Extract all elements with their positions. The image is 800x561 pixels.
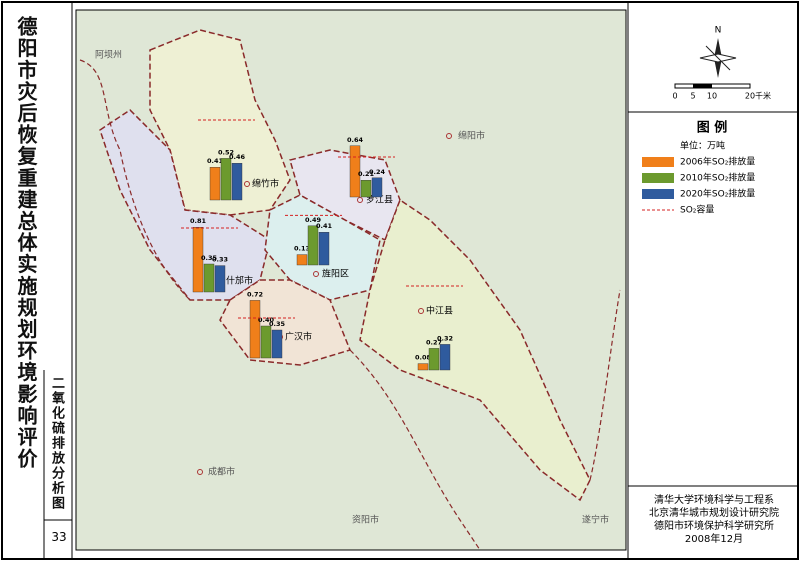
bar [307, 225, 319, 266]
value-label: 0.49 [305, 216, 322, 224]
legend-label: 2006年SO₂排放量 [680, 156, 755, 168]
boundary [79, 59, 191, 301]
legend-swatch [642, 157, 674, 167]
county-label: 罗江县 [366, 195, 393, 206]
title: 德阳市灾后恢复重建总体实施规划环境影响评价 [14, 16, 38, 470]
value-label: 0.13 [294, 245, 310, 253]
bar [371, 177, 383, 198]
value-label: 0.41 [207, 157, 224, 165]
county-label: 中江县 [426, 305, 453, 317]
value-label: 0.81 [190, 217, 207, 225]
legend-label: SO₂容量 [680, 204, 714, 216]
boundary [589, 289, 621, 481]
county-label: 什邡市 [226, 275, 253, 287]
legend-unit: 单位：万吨 [680, 140, 725, 152]
value-label: 0.40 [258, 316, 275, 324]
bar [318, 231, 330, 266]
neighbor-label: 绵阳市 [458, 130, 485, 142]
scale-bar [674, 83, 751, 89]
neighbor-label: 阿坝州 [95, 50, 122, 61]
page-number: 33 [51, 530, 67, 544]
north-label: N [715, 26, 722, 36]
neighbor-label: 成都市 [208, 466, 235, 478]
boundary [349, 349, 481, 551]
bar [220, 158, 232, 201]
value-label: 0.64 [347, 136, 364, 144]
bar [231, 162, 243, 201]
scale-label: 0 [672, 92, 677, 101]
value-label: 0.41 [316, 222, 333, 230]
bar [349, 145, 361, 198]
value-label: 0.08 [415, 354, 432, 362]
bar [203, 263, 215, 293]
bar [428, 348, 440, 371]
credits: 清华大学环境科学与工程系 北京清华城市规划设计研究院 德阳市环境保护科学研究所 … [630, 494, 798, 546]
neighbor-label: 资阳市 [352, 514, 379, 526]
neighbor-label: 遂宁市 [582, 514, 609, 526]
legend-title: 图 例 [697, 120, 728, 136]
value-label: 0.72 [247, 290, 263, 298]
scale-label: 5 [690, 92, 695, 101]
bar [417, 363, 429, 371]
value-label: 0.52 [218, 148, 234, 156]
credit: 德阳市环境保护科学研究所 [654, 521, 774, 532]
bar [260, 325, 272, 359]
bar [271, 329, 283, 359]
value-label: 0.35 [269, 320, 286, 328]
bar [209, 166, 221, 201]
scale-unit: 千米 [755, 91, 771, 101]
county-label: 绵竹市 [252, 178, 279, 190]
county-label: 旌阳区 [322, 268, 349, 280]
legend-swatch [642, 189, 674, 199]
zhongjiang-area [359, 198, 591, 502]
bar [214, 265, 226, 293]
value-label: 0.33 [212, 256, 228, 264]
legend-label: 2020年SO₂排放量 [680, 188, 755, 200]
north-arrow: N [699, 26, 737, 78]
bar [439, 344, 451, 371]
credit: 北京清华城市规划设计研究院 [649, 508, 779, 519]
boundaries [79, 59, 621, 551]
bar [360, 179, 372, 198]
scale-label: 20 [745, 92, 755, 101]
subtitle: 二氧化硫排放分析图 [49, 376, 64, 511]
legend-swatch [642, 173, 674, 183]
credit: 清华大学环境科学与工程系 [654, 495, 774, 506]
shifang-area [99, 109, 271, 301]
value-label: 0.46 [229, 153, 246, 161]
bar [192, 226, 204, 293]
value-label: 0.27 [426, 338, 442, 346]
value-label: 0.21 [358, 170, 375, 178]
credit: 2008年12月 [684, 534, 744, 545]
bar [296, 254, 308, 266]
bar [249, 300, 261, 359]
value-label: 0.32 [437, 334, 453, 342]
mianzhu-area [149, 29, 291, 216]
scale-label: 10 [707, 92, 717, 101]
county-label: 广汉市 [285, 331, 312, 343]
legend-label: 2010年SO₂排放量 [680, 172, 755, 184]
value-label: 0.24 [369, 168, 386, 176]
value-label: 0.35 [201, 254, 218, 262]
